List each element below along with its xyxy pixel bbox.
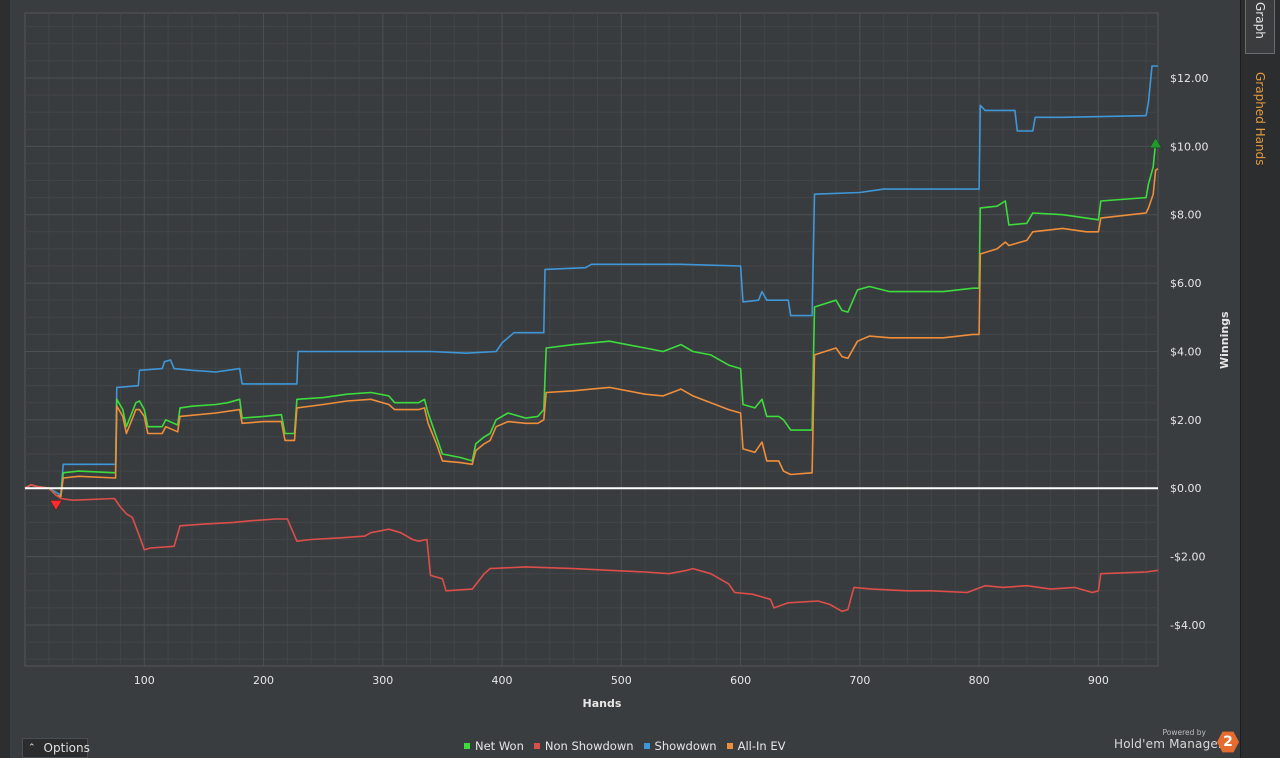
chart-panel: 100 200 300 400 500 600 700 800 900 -$4.00 -$2.00…	[10, 0, 1240, 758]
x-tick-label: 200	[253, 674, 274, 687]
chart-legend: Net Won Non Showdown Showdown All-In EV	[464, 739, 795, 753]
legend-swatch-net-won	[464, 743, 470, 749]
marker-layer	[49, 137, 1163, 511]
y-tick-label: $0.00	[1170, 482, 1202, 495]
right-tab-panel: Graph Graphed Hands	[1240, 0, 1280, 758]
y-tick-label: $10.00	[1170, 140, 1209, 153]
min-marker	[49, 500, 63, 511]
options-button[interactable]: ⌃ Options	[22, 738, 90, 758]
series-layer	[24, 65, 1159, 613]
max-marker	[1149, 137, 1163, 149]
legend-label-net-won: Net Won	[475, 739, 524, 753]
y-axis-ticks: -$4.00 -$2.00 $0.00 $2.00 $4.00 $6.00 $8.00 $10…	[1170, 72, 1209, 632]
grid-minor	[25, 13, 1158, 666]
x-tick-label: 800	[969, 674, 990, 687]
x-tick-label: 400	[492, 674, 513, 687]
x-tick-label: 600	[730, 674, 751, 687]
series-line-net-won	[24, 140, 1159, 498]
y-tick-label: $2.00	[1170, 414, 1202, 427]
branding: Powered by Hold'em Manager 2	[1114, 728, 1242, 758]
powered-by-text: Powered by	[1162, 728, 1206, 737]
legend-swatch-non-showdown	[533, 743, 540, 749]
legend-item-all-in-ev[interactable]: All-In EV	[726, 739, 786, 753]
x-tick-label: 100	[134, 674, 155, 687]
winnings-chart: 100 200 300 400 500 600 700 800 900 -$4.00 -$2.00…	[24, 12, 1209, 687]
legend-label-non-showdown: Non Showdown	[544, 739, 634, 753]
legend-item-net-won[interactable]: Net Won	[464, 739, 524, 753]
legend-item-showdown[interactable]: Showdown	[643, 739, 717, 753]
tab-graph[interactable]: Graph	[1245, 0, 1275, 54]
x-tick-label: 700	[849, 674, 870, 687]
y-tick-label: $8.00	[1170, 209, 1202, 222]
y-tick-label: -$4.00	[1170, 619, 1205, 632]
x-axis-label: Hands	[582, 697, 622, 710]
y-tick-label: $12.00	[1170, 72, 1209, 85]
tab-graphed-hands[interactable]: Graphed Hands	[1253, 72, 1267, 166]
legend-swatch-showdown	[643, 743, 650, 749]
legend-item-non-showdown[interactable]: Non Showdown	[533, 739, 634, 753]
options-label: Options	[43, 741, 90, 755]
hm2-logo-icon: 2	[1217, 731, 1239, 753]
brand-name: Hold'em Manager	[1114, 737, 1224, 751]
series-line-non-showdown	[24, 484, 1159, 613]
y-tick-label: -$2.00	[1170, 551, 1205, 564]
x-tick-label: 900	[1088, 674, 1109, 687]
series-line-showdown	[24, 65, 1158, 496]
chevron-up-icon: ⌃	[28, 743, 36, 753]
legend-swatch-all-in-ev	[726, 743, 733, 749]
series-line-all-in-ev	[24, 167, 1159, 498]
y-tick-label: $6.00	[1170, 277, 1202, 290]
x-tick-label: 300	[372, 674, 393, 687]
x-tick-label: 500	[611, 674, 632, 687]
y-tick-label: $4.00	[1170, 345, 1202, 358]
legend-label-all-in-ev: All-In EV	[737, 739, 786, 753]
legend-label-showdown: Showdown	[654, 739, 717, 753]
plot-area	[24, 12, 1159, 667]
y-axis-label: Winnings	[1218, 311, 1231, 369]
x-axis-ticks: 100 200 300 400 500 600 700 800 900	[134, 674, 1109, 687]
